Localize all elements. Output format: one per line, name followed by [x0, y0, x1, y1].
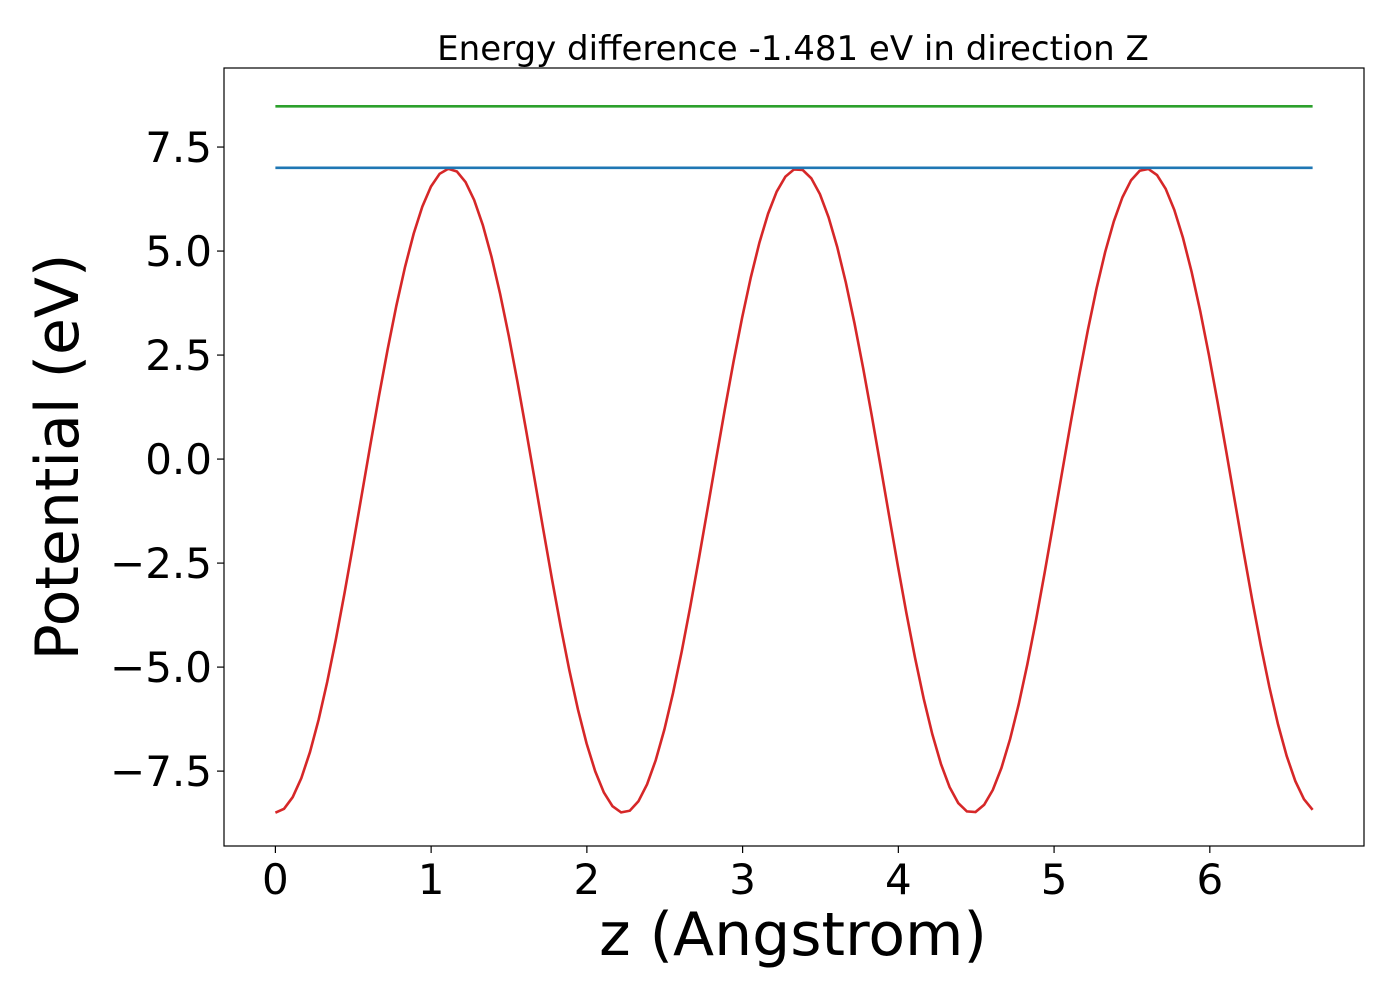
x-tick-label: 2 [574, 855, 601, 904]
x-axis-label: z (Angstrom) [599, 900, 987, 970]
y-tick-label: −7.5 [110, 747, 212, 796]
plot-area [274, 104, 1314, 814]
y-axis-ticks: −7.5 −5.0 −2.5 0.0 2.5 5.0 7.5 [110, 123, 224, 796]
y-tick-label: −5.0 [110, 643, 212, 692]
x-tick-label: 1 [418, 855, 445, 904]
x-tick-label: 0 [262, 855, 289, 904]
x-tick-label: 5 [1041, 855, 1068, 904]
x-axis-ticks: 0 1 2 3 4 5 6 [262, 846, 1223, 904]
y-tick-label: −2.5 [110, 539, 212, 588]
series-curve-0 [274, 167, 1314, 814]
plot-frame [223, 67, 1365, 847]
chart-title: Energy difference -1.481 eV in direction… [437, 29, 1149, 69]
y-tick-label: 7.5 [145, 123, 212, 172]
x-tick-label: 4 [885, 855, 912, 904]
y-tick-label: 5.0 [145, 227, 212, 276]
x-tick-label: 3 [729, 855, 756, 904]
y-axis-label: Potential (eV) [23, 254, 93, 661]
x-tick-label: 6 [1196, 855, 1223, 904]
y-tick-label: 2.5 [145, 331, 212, 380]
y-tick-label: 0.0 [145, 435, 212, 484]
